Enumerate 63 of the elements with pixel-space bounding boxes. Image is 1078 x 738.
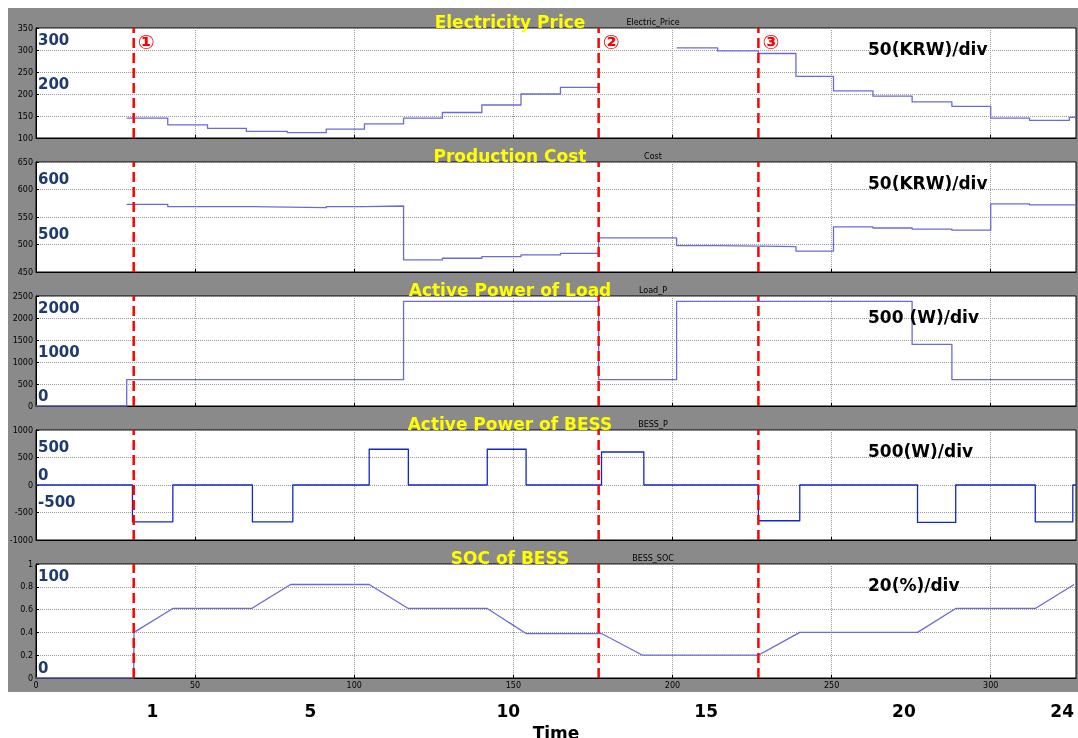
- y2-tick-label: 500: [38, 438, 70, 456]
- annotation: 20(%)/div: [868, 574, 960, 595]
- ref-line-label: ①: [137, 30, 155, 54]
- y-tick-label: 1500: [12, 335, 33, 345]
- x2-tick-label: 10: [496, 700, 521, 721]
- y-tick-label: 250: [17, 67, 33, 77]
- y-tick-label: 150: [17, 111, 33, 121]
- y-tick-label: 0.4: [20, 627, 33, 637]
- x2-tick-label: 1: [146, 700, 159, 721]
- y-tick-label: 1000: [12, 425, 33, 435]
- x2-tick-label: 5: [304, 700, 317, 721]
- x-tick-label: 100: [346, 680, 362, 690]
- y-tick-label: 0: [27, 673, 33, 683]
- chart-subtitle: BESS_SOC: [632, 553, 675, 563]
- annotation: 500 (W)/div: [868, 306, 979, 327]
- y-tick-label: 500: [17, 240, 33, 249]
- y2-tick-label: 600: [38, 170, 70, 188]
- chart-title: Active Power of Load: [408, 279, 612, 300]
- y-tick-label: -500: [14, 508, 33, 517]
- y-tick-label: 100: [17, 133, 33, 143]
- x-axis-title: Time: [532, 722, 580, 738]
- y-tick-label: 2500: [12, 291, 33, 301]
- y-tick-label: 450: [17, 267, 33, 277]
- ref-line-label: ②: [602, 30, 620, 54]
- y-tick-label: 550: [17, 212, 33, 222]
- y-tick-label: 350: [17, 23, 33, 33]
- y-tick-label: 200: [17, 89, 33, 99]
- y-tick-label: 2000: [12, 313, 33, 323]
- chart-title: Active Power of BESS: [407, 413, 613, 434]
- y-tick-label: 0.8: [20, 582, 33, 592]
- y2-tick-label: -500: [38, 493, 76, 511]
- x-tick-label: 150: [505, 680, 521, 690]
- x2-tick-label: 15: [694, 700, 718, 721]
- x-tick-label: 250: [823, 680, 840, 690]
- y-tick-label: 0.2: [20, 650, 33, 660]
- chart-subtitle: Electric_Price: [626, 17, 680, 27]
- annotation: 50(KRW)/div: [868, 38, 988, 59]
- y-tick-label: 500: [17, 379, 33, 389]
- chart-title: Production Cost: [433, 145, 587, 166]
- y-tick-label: -1000: [9, 535, 33, 545]
- y-tick-label: 1: [27, 559, 33, 569]
- x2-tick-label: 24: [1050, 700, 1075, 721]
- ref-line-label: ③: [762, 30, 780, 54]
- chart-title: Electricity Price: [434, 11, 586, 32]
- chart-subtitle: BESS_P: [638, 419, 668, 429]
- y-tick-label: 500: [17, 453, 33, 462]
- chart-title: SOC of BESS: [450, 547, 570, 568]
- y-tick-label: 650: [17, 157, 33, 167]
- y-tick-label: 600: [17, 185, 33, 194]
- x-tick-label: 200: [664, 680, 681, 690]
- chart-subtitle: Cost: [644, 151, 662, 161]
- y-tick-label: 1000: [12, 357, 33, 367]
- x2-tick-label: 20: [892, 700, 916, 721]
- chart-subtitle: Load_P: [638, 285, 668, 295]
- y-tick-label: 0.6: [20, 605, 33, 615]
- y2-tick-label: 500: [38, 225, 70, 243]
- y-tick-label: 0: [27, 401, 33, 411]
- x-tick-label: 300: [983, 680, 999, 690]
- y-tick-label: 0: [27, 480, 33, 490]
- y-tick-label: 300: [17, 45, 33, 55]
- annotation: 500(W)/div: [868, 440, 974, 461]
- x-tick-label: 50: [190, 680, 201, 690]
- annotation: 50(KRW)/div: [868, 172, 988, 193]
